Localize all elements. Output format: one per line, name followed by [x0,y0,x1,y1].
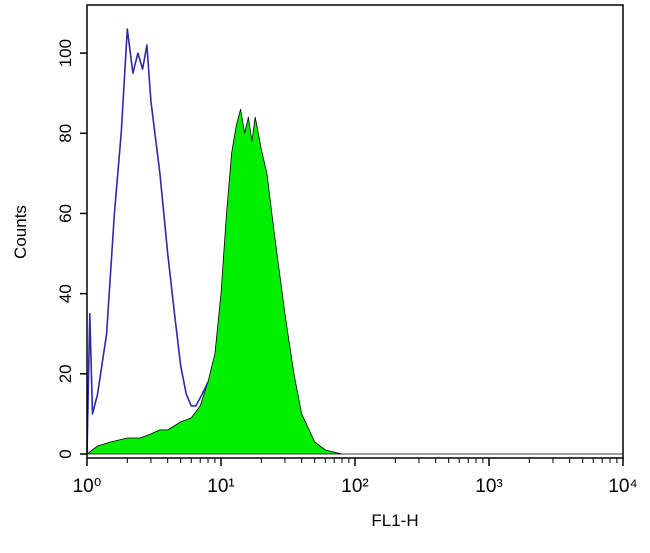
x-tick-label: 10³ [475,476,502,497]
y-tick-label: 40 [56,284,75,303]
x-tick-label: 10² [341,476,368,497]
y-tick-label: 60 [56,204,75,223]
y-tick-label: 100 [56,39,75,67]
y-axis-label: Counts [11,205,30,259]
line [86,28,209,455]
area [86,108,624,455]
y-tick-label: 20 [56,364,75,383]
y-tick-label: 0 [56,449,75,458]
plot-frame [86,4,624,459]
x-tick-label: 10¹ [207,476,234,497]
x-tick-label: 10⁴ [608,476,637,497]
x-axis-label: FL1-H [371,511,418,530]
x-tick-label: 10⁰ [73,476,102,497]
y-tick-label: 80 [56,124,75,143]
